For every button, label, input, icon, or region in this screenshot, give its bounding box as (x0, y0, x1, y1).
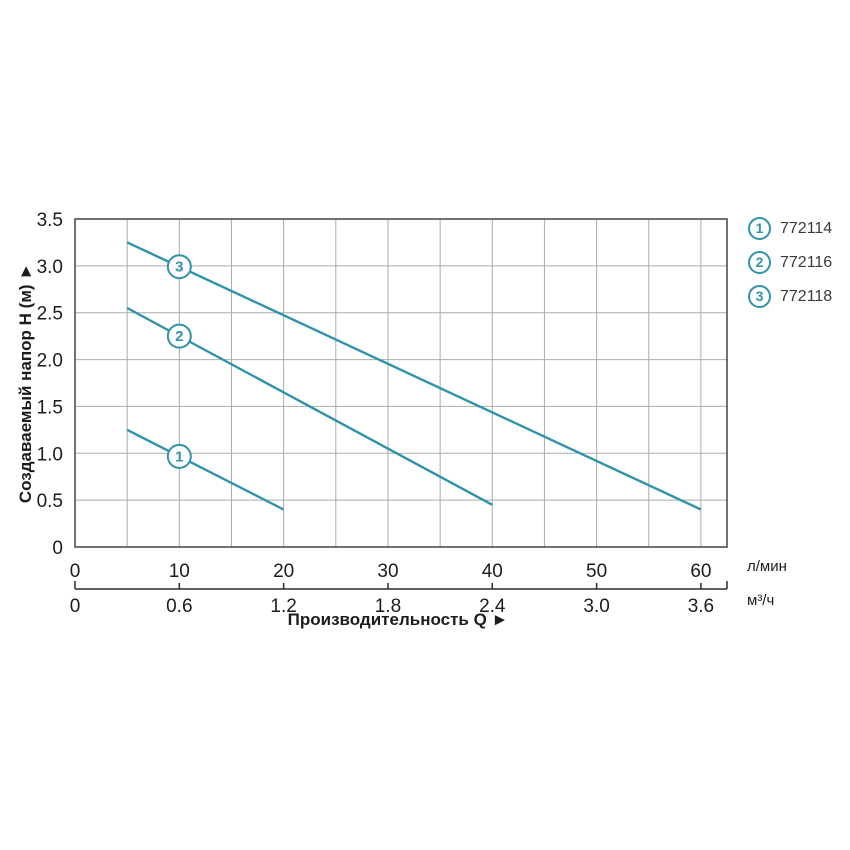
x-axis-title: Производительность Q ► (287, 610, 509, 629)
curve-marker-circle-3 (166, 254, 192, 280)
legend-item: 1 772114 (748, 217, 832, 240)
x-tick-label-lmin: 60 (690, 561, 711, 582)
legend: 1 772114 2 772116 3 772118 (748, 217, 832, 319)
x-tick-label-lmin: 20 (273, 561, 294, 582)
series-article: 772118 (780, 287, 833, 305)
curve-marker-number-3: 3 (175, 259, 183, 276)
x-tick-label-lmin: 10 (169, 561, 190, 582)
legend-item: 2 772116 (748, 251, 832, 274)
legend-item: 3 772118 (748, 285, 832, 308)
plot-frame (74, 218, 728, 548)
curve-marker-circle-2 (166, 323, 192, 349)
y-tick-label: 1.5 (37, 397, 63, 418)
series-article: 772116 (780, 253, 833, 271)
x-tick-label-m3h: 3.6 (688, 596, 714, 617)
x-tick-label-m3h: 1.8 (375, 596, 401, 617)
series-number-badge: 2 (748, 251, 771, 274)
x-tick-label-m3h: 3.0 (583, 596, 609, 617)
x-tick-label-m3h: 0 (70, 596, 81, 617)
x-tick-label-lmin: 30 (377, 561, 398, 582)
curve-marker-number-1: 1 (175, 448, 183, 465)
x-tick-label-lmin: 0 (70, 561, 81, 582)
y-axis-title: Создаваемый напор H (м) ► (16, 262, 35, 504)
x-tick-label-lmin: 40 (482, 561, 503, 582)
x-tick-label-lmin: 50 (586, 561, 607, 582)
curve-772118 (126, 241, 702, 511)
y-tick-label: 0.5 (37, 491, 63, 512)
y-tick-label: 1.0 (37, 444, 63, 465)
series-number-badge: 3 (748, 285, 771, 308)
x-axis-unit-lmin: л/мин (747, 558, 787, 575)
x-tick-label-m3h: 1.2 (270, 596, 296, 617)
x-axis-unit-m3h: м³/ч (747, 592, 775, 609)
x-tick-label-m3h: 2.4 (479, 596, 506, 617)
y-tick-label: 2.0 (37, 351, 63, 372)
y-tick-label: 3.0 (37, 257, 63, 278)
curve-marker-number-2: 2 (175, 328, 183, 345)
curve-772114 (126, 428, 285, 511)
series-article: 772114 (780, 219, 833, 237)
y-tick-label: 3.5 (37, 210, 63, 231)
curve-marker-circle-1 (166, 443, 192, 469)
y-tick-label: 0 (52, 538, 63, 559)
x-tick-label-m3h: 0.6 (166, 596, 192, 617)
series-number-badge: 1 (748, 217, 771, 240)
y-tick-label: 2.5 (37, 304, 63, 325)
